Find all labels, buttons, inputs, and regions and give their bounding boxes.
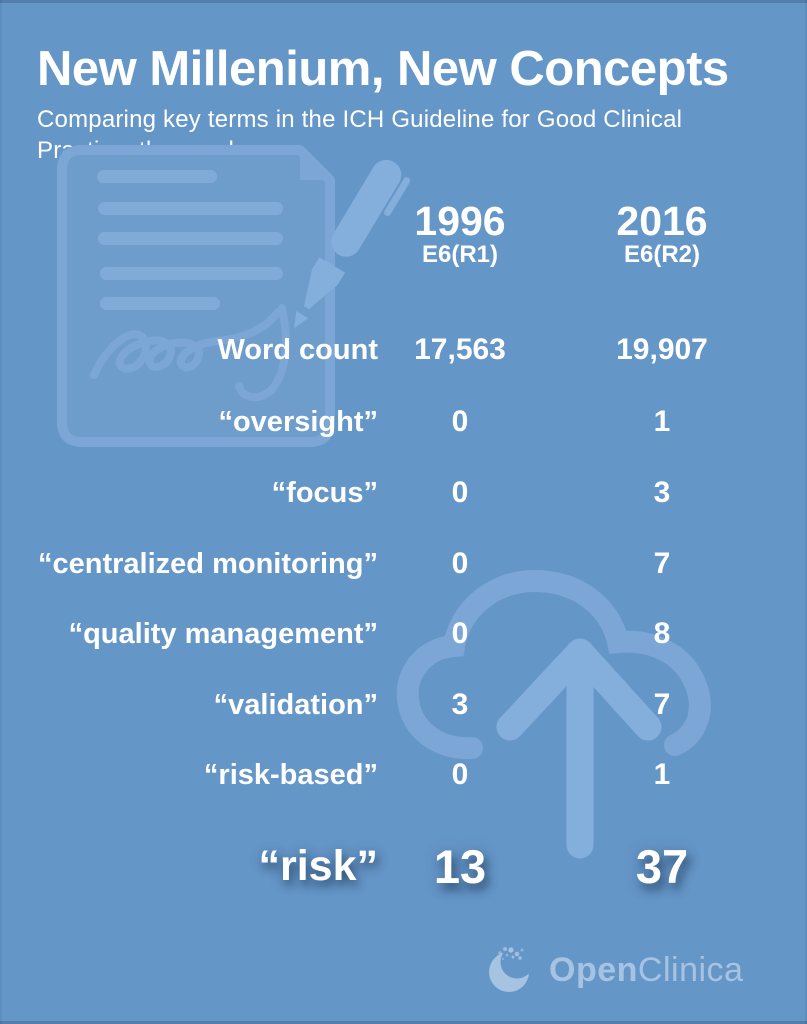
row-value-2016: 7 xyxy=(653,688,671,721)
page-title: New Millenium, New Concepts xyxy=(37,42,729,96)
cloud-upload-watermark-icon xyxy=(396,569,711,859)
column-year-2016: 2016 xyxy=(616,198,708,244)
row-label: “centralized monitoring” xyxy=(38,547,378,580)
row-value-1996: 17,563 xyxy=(414,333,506,366)
row-value-2016: 8 xyxy=(653,617,671,650)
openclinica-crescent-icon xyxy=(489,947,529,992)
column-edition-e6r2: E6(R2) xyxy=(623,241,701,268)
row-value-1996: 0 xyxy=(451,758,469,791)
column-header-1996: 1996 E6(R1) xyxy=(378,200,542,268)
table-row-focus: “focus” 0 3 xyxy=(0,472,807,514)
row-value-1996: 3 xyxy=(451,688,469,721)
row-label: “risk-based” xyxy=(203,758,378,791)
table-row-validation: “validation” 3 7 xyxy=(0,684,807,726)
table-row-risk-emphasis: “risk” 13 37 xyxy=(0,833,807,899)
brand-bold: Open xyxy=(549,950,638,989)
openclinica-logo: OpenClinica xyxy=(486,941,743,999)
row-value-2016: 19,907 xyxy=(616,333,708,366)
row-label: “validation” xyxy=(213,688,378,721)
table-row-centralized-monitoring: “centralized monitoring” 0 7 xyxy=(0,543,807,585)
column-header-2016: 2016 E6(R2) xyxy=(542,200,782,268)
sparkle-dots-icon xyxy=(498,947,524,961)
row-value-2016: 3 xyxy=(653,476,671,509)
row-value-2016: 1 xyxy=(653,405,671,438)
row-label: “focus” xyxy=(271,476,378,509)
row-value-1996: 0 xyxy=(451,476,469,509)
column-headers: 1996 E6(R1) 2016 E6(R2) xyxy=(0,200,807,280)
table-row-risk-based: “risk-based” 0 1 xyxy=(0,754,807,796)
row-value-2016: 7 xyxy=(653,547,671,580)
row-label: “oversight” xyxy=(218,405,378,438)
row-label: Word count xyxy=(217,333,378,366)
column-year-1996: 1996 xyxy=(414,198,506,244)
row-value-1996: 13 xyxy=(433,839,487,893)
pen-icon xyxy=(294,159,411,329)
brand-light: Clinica xyxy=(637,950,744,989)
column-edition-e6r1: E6(R1) xyxy=(421,241,499,268)
row-value-2016: 1 xyxy=(653,758,671,791)
openclinica-wordmark: OpenClinica xyxy=(549,951,743,990)
row-label: “risk” xyxy=(258,841,378,890)
table-row-quality-management: “quality management” 0 8 xyxy=(0,613,807,655)
row-label: “quality management” xyxy=(68,617,378,650)
row-value-2016: 37 xyxy=(635,839,689,893)
document-with-pen-watermark-icon xyxy=(57,145,411,447)
row-value-1996: 0 xyxy=(451,547,469,580)
row-value-1996: 0 xyxy=(451,405,469,438)
table-row-word-count: Word count 17,563 19,907 xyxy=(0,329,807,371)
table-row-oversight: “oversight” 0 1 xyxy=(0,401,807,443)
row-value-1996: 0 xyxy=(451,617,469,650)
